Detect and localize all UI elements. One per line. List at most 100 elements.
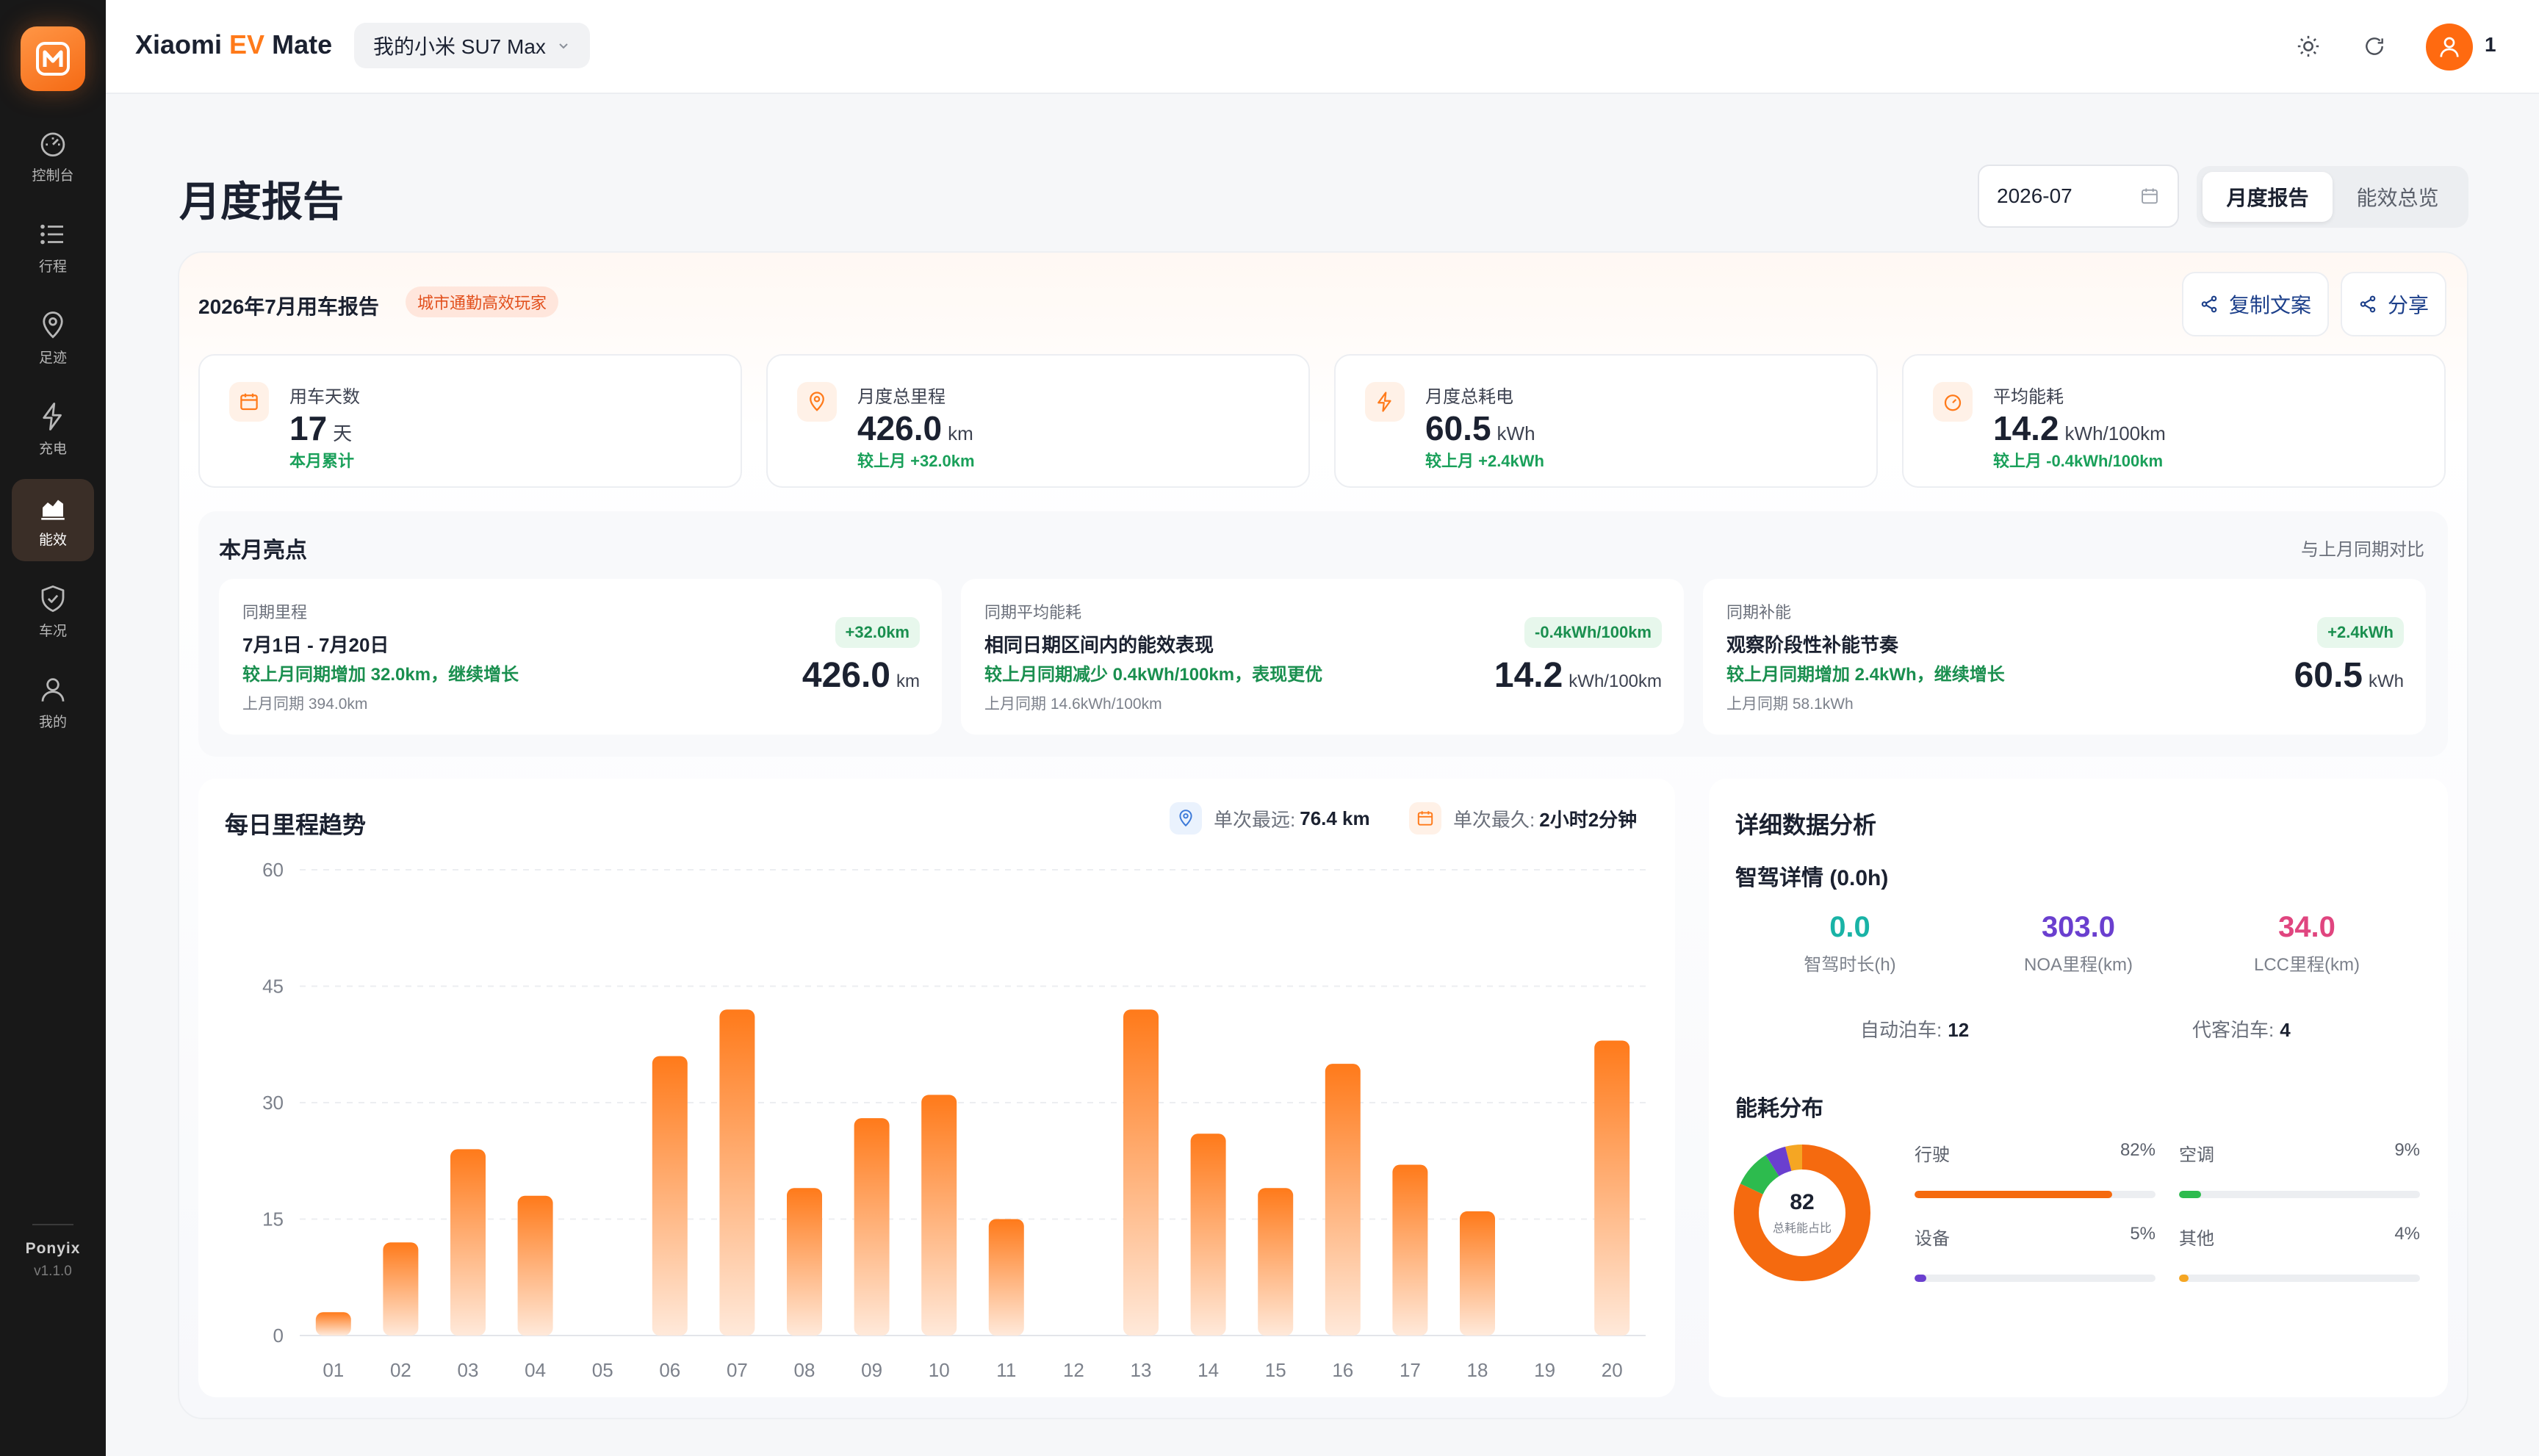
bar-day-07[interactable] [719,1009,755,1336]
copy-text-label: 复制文案 [2229,294,2312,317]
x-tick-label: 08 [794,1359,815,1381]
highlights-title: 本月亮点 [219,538,307,563]
bar-day-20[interactable] [1594,1040,1630,1336]
x-tick-label: 03 [458,1359,479,1381]
bar-day-04[interactable] [517,1195,553,1336]
distribution-name: 其他 [2179,1229,2214,1249]
copy-text-button[interactable]: 复制文案 [2182,272,2330,336]
calendar-icon [1409,802,1441,835]
stat-sub: 较上月 -0.4kWh/100km [1993,452,2164,470]
user-tag-badge: 城市通勤高效玩家 [406,286,559,317]
bar-day-08[interactable] [787,1188,822,1336]
sidebar-item-dashboard[interactable]: 控制台 [12,115,94,197]
car-selector[interactable]: 我的小米 SU7 Max [354,23,590,68]
highlight-key: 同期平均能耗 [984,603,1082,621]
sidebar-item-trips[interactable]: 行程 [12,206,94,288]
longest-trip-value: 76.4 km [1300,807,1370,829]
metric-label: LCC里程(km) [2254,955,2360,975]
app-logo[interactable] [21,26,85,91]
bar-day-11[interactable] [988,1219,1024,1336]
stat-value: 60.5 kWh [1425,409,1535,447]
sidebar-item-label: 充电 [38,441,67,457]
avatar[interactable] [2426,24,2473,71]
metric-value: 34.0 [2278,911,2335,943]
sidebar-nav: 控制台 行程 足迹 充电 能效 车况 我的 [12,115,94,752]
highlight-card-charging: 同期补能 观察阶段性补能节奏 较上月同期增加 2.4kWh，继续增长 上月同期 … [1703,579,2426,735]
sidebar-item-profile[interactable]: 我的 [12,661,94,743]
bar-day-02[interactable] [383,1242,419,1336]
tab-monthly-report[interactable]: 月度报告 [2203,172,2333,222]
top-bar: Xiaomi EV Mate 我的小米 SU7 Max 1 [106,0,2539,94]
stat-label: 用车天数 [289,387,360,407]
calendar-icon [229,382,269,422]
metric-value: 0.0 [1829,911,1870,943]
month-picker[interactable]: 2026-07 [1978,165,2179,228]
highlight-card-mileage: 同期里程 7月1日 - 7月20日 较上月同期增加 32.0km，继续增长 上月… [219,579,942,735]
x-tick-label: 04 [525,1359,546,1381]
divider [32,1224,73,1225]
highlight-desc: 较上月同期减少 0.4kWh/100km，表现更优 [984,665,1323,685]
refresh-icon [2366,37,2383,55]
x-tick-label: 05 [592,1359,613,1381]
theme-toggle-button[interactable] [2292,30,2324,62]
bar-day-17[interactable] [1392,1164,1428,1336]
highlight-badge: -0.4kWh/100km [1524,617,1662,648]
bar-day-06[interactable] [652,1056,688,1336]
distribution-item-driving: 行驶 82% [1915,1140,2156,1198]
x-tick-label: 17 [1400,1359,1421,1381]
longest-duration-meta: 单次最久: 2小时2分钟 [1409,802,1637,835]
tab-efficiency-overview[interactable]: 能效总览 [2356,187,2439,209]
stat-sub: 本月累计 [289,452,355,470]
dashboard-icon [40,131,65,156]
adas-title: 智驾详情 (0.0h) [1735,866,1889,890]
bar-day-16[interactable] [1325,1064,1361,1336]
logo-m-icon [36,42,70,76]
highlight-badge: +2.4kWh [2317,617,2404,648]
brand-footer: Ponyix v1.1.0 [0,1224,106,1280]
view-tabs: 月度报告 能效总览 [2197,166,2468,228]
share-icon [2360,295,2376,313]
x-tick-label: 12 [1063,1359,1084,1381]
distribution-fill [1915,1191,2112,1198]
x-tick-label: 09 [861,1359,882,1381]
share-label: 分享 [2388,294,2430,317]
distribution-track [1915,1275,2156,1282]
longest-trip-label: 单次最远: [1214,808,1296,831]
stat-sub: 较上月 +2.4kWh [1425,452,1544,470]
highlight-prev: 上月同期 394.0km [242,696,368,713]
sidebar-item-footprint[interactable]: 足迹 [12,297,94,379]
analysis-card [1709,779,2448,1397]
share-button[interactable]: 分享 [2341,272,2447,336]
user-icon [41,677,65,702]
share-icon [2201,295,2217,313]
bar-day-18[interactable] [1460,1211,1495,1336]
energy-donut: 82 总耗能占比 [1732,1143,1872,1283]
adas-metric-lcc: 34.0 LCC里程(km) [2197,911,2417,976]
refresh-button[interactable] [2358,30,2391,62]
sidebar-item-vehicle[interactable]: 车况 [12,570,94,652]
distribution-fill [2179,1191,2201,1198]
bar-day-09[interactable] [854,1118,890,1336]
chart-icon [41,500,65,520]
highlight-card-consumption: 同期平均能耗 相同日期区间内的能效表现 较上月同期减少 0.4kWh/100km… [961,579,1684,735]
highlight-key: 同期补能 [1726,603,1792,621]
sidebar-item-charging[interactable]: 充电 [12,388,94,470]
sidebar-item-efficiency[interactable]: 能效 [12,479,94,561]
car-selector-value: 我的小米 SU7 Max [373,35,546,58]
bar-day-03[interactable] [450,1149,486,1336]
x-tick-label: 06 [659,1359,680,1381]
donut-center: 82 总耗能占比 [1732,1143,1872,1283]
month-picker-value: 2026-07 [1997,184,2072,207]
valet-parking-stat: 代客泊车: 4 [2192,1019,2291,1041]
distribution-name: 设备 [1915,1229,1950,1249]
highlight-value: 14.2 kWh/100km [1494,656,1662,695]
bar-day-13[interactable] [1123,1009,1159,1336]
bar-day-01[interactable] [315,1312,351,1336]
sidebar-item-label: 控制台 [32,167,74,184]
bar-day-10[interactable] [921,1095,957,1336]
map-pin-icon [1170,802,1202,835]
adas-metric-duration: 0.0 智驾时长(h) [1740,911,1960,976]
bar-day-14[interactable] [1190,1134,1226,1336]
bar-day-15[interactable] [1258,1188,1294,1336]
highlight-desc: 较上月同期增加 32.0km，继续增长 [242,665,519,685]
